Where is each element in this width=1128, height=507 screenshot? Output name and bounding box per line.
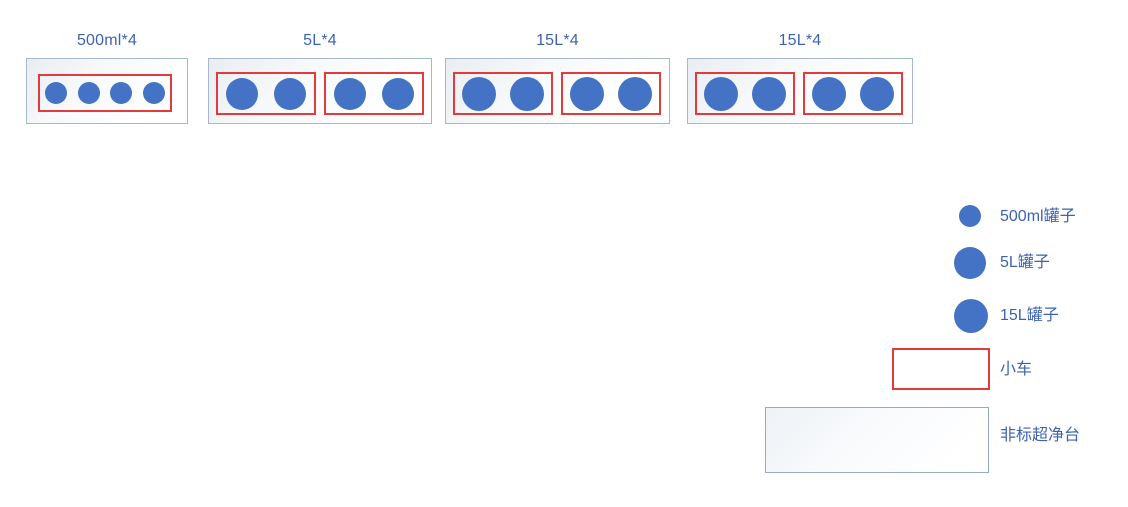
500ml-bottle [77,82,100,104]
cart-outline [38,74,172,112]
legend-clean-bench-label: 非标超净台 [1000,427,1081,444]
legend-5l-label: 5L罐子 [1000,254,1050,271]
legend-5l-bottle-icon [954,247,986,279]
15L-bottle [860,76,894,111]
500ml-bottle [45,82,68,104]
15L-bottle [752,76,786,111]
15L-bottle [510,76,544,111]
station-label: 5L*4 [303,32,337,49]
15L-bottle [812,76,846,111]
15L-bottle [618,76,652,111]
bench-outline [687,58,913,124]
legend-500ml-label: 500ml罐子 [1000,208,1076,225]
15L-bottle [704,76,738,111]
legend-clean-bench-icon [765,407,989,473]
5L-bottle [334,77,366,110]
cart-outline [561,72,661,115]
bench-outline [445,58,670,124]
legend-15l-bottle-icon [954,299,988,333]
15L-bottle [462,76,496,111]
legend-cart-icon [892,348,990,390]
cart-outline [803,72,903,115]
legend-500ml-bottle-icon [959,205,981,227]
5L-bottle [226,77,258,110]
legend-cart-label: 小车 [1000,361,1033,378]
station-label: 500ml*4 [76,32,138,49]
500ml-bottle [142,82,165,104]
cart-outline [695,72,795,115]
station-label: 15L*4 [536,32,579,49]
cart-outline [216,72,316,115]
15L-bottle [570,76,604,111]
cart-outline [453,72,553,115]
station-label: 15L*4 [778,32,822,49]
cart-outline [324,72,424,115]
5L-bottle [274,77,306,110]
bench-outline [26,58,188,124]
5L-bottle [382,77,414,110]
legend-15l-label: 15L罐子 [1000,307,1059,324]
bench-outline [208,58,432,124]
500ml-bottle [110,82,133,104]
